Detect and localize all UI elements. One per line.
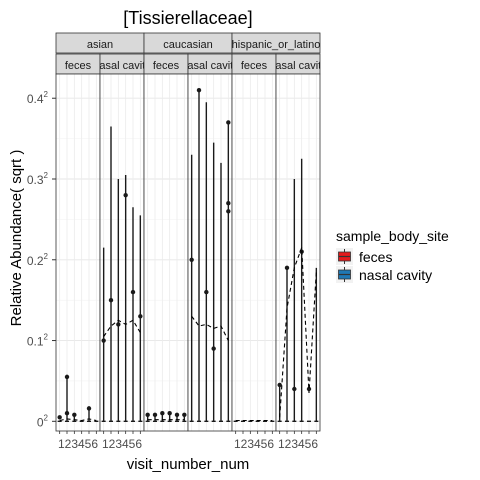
data-point	[226, 120, 230, 124]
panel-background	[188, 74, 232, 431]
strip-label: nasal cavity	[269, 60, 327, 72]
chart-title: [Tissierellaceae]	[123, 8, 252, 28]
panel-background	[56, 74, 100, 431]
x-axis-title: visit_number_num	[127, 456, 250, 473]
data-point	[189, 258, 193, 262]
legend-key-nasal-cavity	[336, 266, 353, 283]
panel-hispanic-or-latino-nasal-cavity: nasal cavity	[269, 54, 327, 431]
data-point	[72, 413, 76, 417]
data-point	[145, 413, 149, 417]
data-point	[211, 346, 215, 350]
strip-label: nasal cavity	[93, 60, 151, 72]
strip-label: asian	[87, 39, 113, 51]
panel-hispanic-or-latino-feces: feces	[232, 54, 276, 431]
data-point	[131, 290, 135, 294]
data-point	[285, 266, 289, 270]
panel-background	[232, 74, 276, 431]
panel-caucasian-feces: feces	[144, 54, 188, 431]
strip-label: feces	[153, 60, 180, 72]
data-point	[277, 383, 281, 387]
legend-label: feces	[359, 249, 392, 265]
panel-caucasian-nasal-cavity: nasal cavity	[181, 54, 239, 431]
data-point	[87, 406, 91, 410]
data-point	[204, 290, 208, 294]
data-point	[116, 322, 120, 326]
data-point	[138, 314, 142, 318]
panel-asian-nasal-cavity: nasal cavity	[93, 54, 151, 431]
x-tick-labels: 123456	[102, 437, 142, 451]
data-point	[160, 411, 164, 415]
data-point	[167, 411, 171, 415]
strip-label: feces	[241, 60, 268, 72]
facet-strip-hispanic-or-latino: hispanic_or_latino	[232, 33, 321, 53]
data-point	[153, 413, 157, 417]
x-tick-labels: 123456	[58, 437, 98, 451]
data-point	[57, 415, 61, 419]
panel-background	[144, 74, 188, 431]
data-point	[65, 411, 69, 415]
strip-label: caucasian	[163, 39, 213, 51]
data-point	[109, 298, 113, 302]
legend-label: nasal cavity	[359, 267, 432, 283]
data-point	[175, 413, 179, 417]
legend-title: sample_body_site	[336, 228, 449, 244]
data-point	[101, 338, 105, 342]
legend-key-feces	[336, 248, 353, 265]
data-point	[292, 387, 296, 391]
strip-label: nasal cavity	[181, 60, 239, 72]
data-point	[182, 413, 186, 417]
panel-background	[100, 74, 144, 431]
data-point	[197, 88, 201, 92]
panel-background	[276, 74, 320, 431]
x-tick-labels: 123456	[278, 437, 318, 451]
data-point	[65, 375, 69, 379]
facet-strip-asian: asian	[56, 33, 144, 53]
data-point	[226, 209, 230, 213]
data-point	[226, 201, 230, 205]
strip-label: hispanic_or_latino	[232, 39, 321, 51]
strip-label: feces	[65, 60, 92, 72]
y-axis-title: Relative Abundance( sqrt )	[8, 150, 25, 327]
data-point	[123, 193, 127, 197]
facet-strip-caucasian: caucasian	[144, 33, 232, 53]
x-tick-labels: 123456	[234, 437, 274, 451]
panel-asian-feces: feces	[56, 54, 100, 431]
